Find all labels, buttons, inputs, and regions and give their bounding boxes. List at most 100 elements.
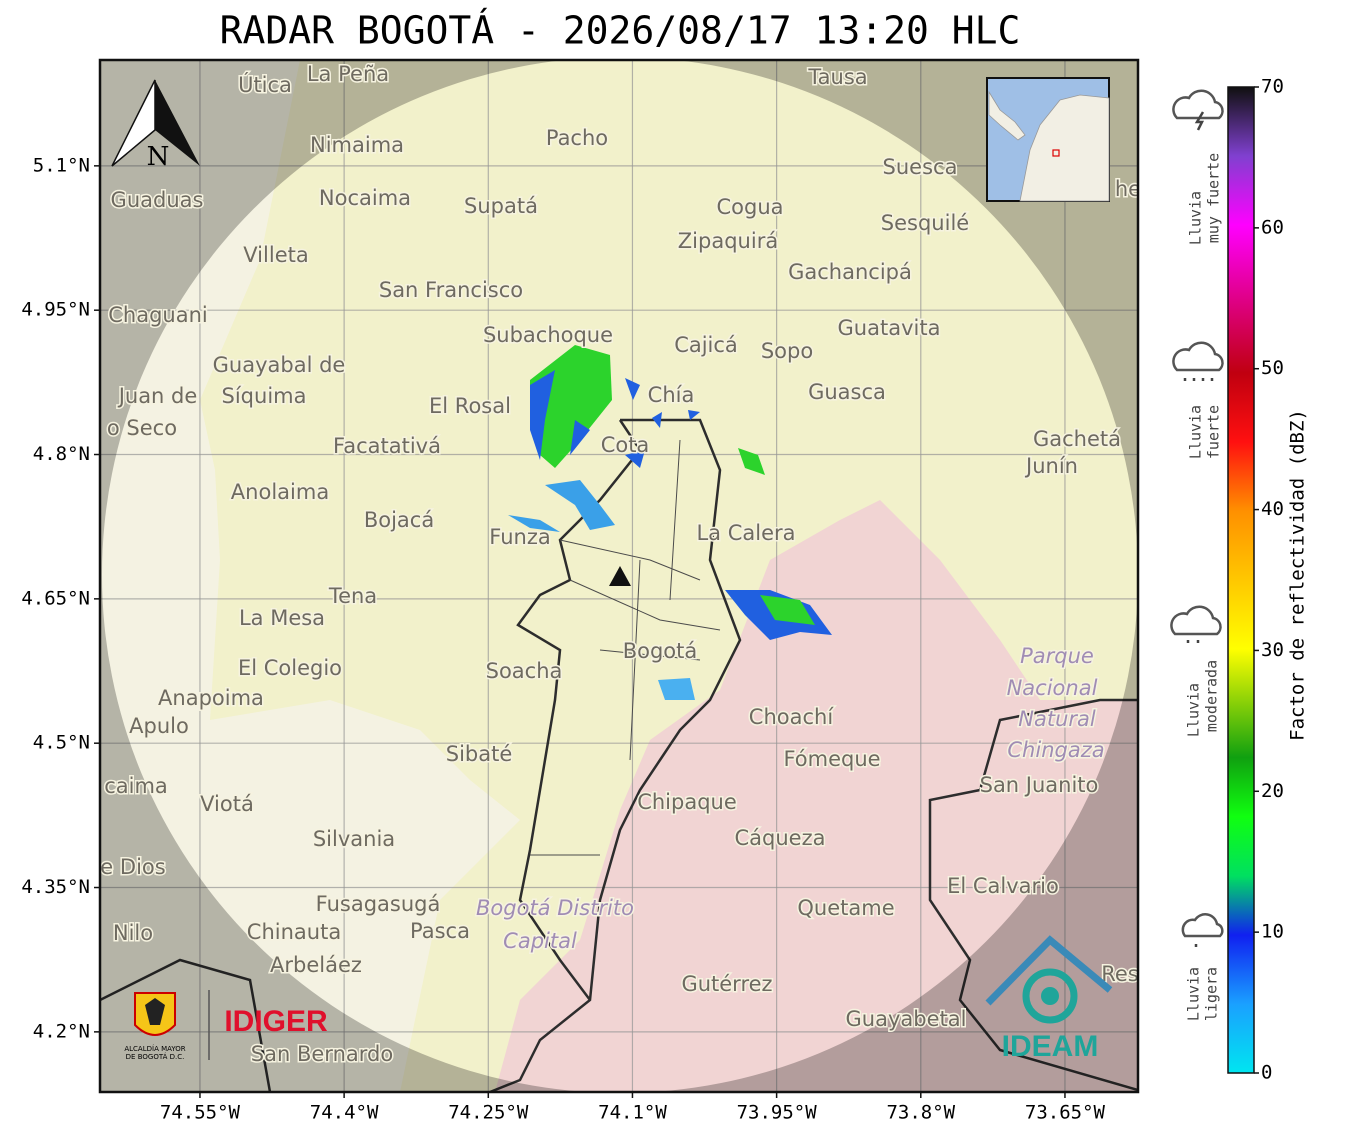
place-label: Guayabal de [213,353,346,377]
y-tick-label: 4.65°N [21,587,90,609]
place-label: caima [104,774,168,798]
place-label: Bogotá Distrito [476,896,634,920]
place-label: Chía [648,383,695,407]
place-label: Capital [503,929,577,953]
municipal-boundary [100,698,1138,1092]
place-label: Guaduas [111,188,204,212]
place-label: Pasca [410,919,470,943]
place-label: Gachetá [1033,427,1121,451]
place-label: Cáqueza [735,826,826,850]
place-label: Juan de [117,384,198,408]
place-label: Pacho [546,126,608,150]
legend-icon [1172,89,1224,120]
radar-echoes [508,345,832,700]
place-label: Tausa [807,65,867,89]
place-label: Chinauta [247,920,341,944]
legend-icon [1181,913,1224,938]
place-label: Anolaima [231,480,329,504]
logo-eagle [145,998,165,1025]
place-label: Guasca [808,380,886,404]
place-label: Nocaima [319,186,411,210]
colorbar-tick-label: 50 [1261,357,1284,379]
place-label: San Bernardo [251,1042,393,1066]
place-label: El Calvario [947,874,1059,898]
x-tick-label: 73.65°W [1025,1102,1106,1124]
legend-text: Lluvia [1185,967,1203,1021]
y-tick-label: 4.2°N [33,1020,90,1042]
place-label: Nimaima [310,133,404,157]
logo-alcaldia: ALCALDÍA MAYOR DE BOGOTÁ D.C. IDIGER [124,990,328,1061]
legend-icon [1172,341,1224,372]
lowland [100,60,520,1092]
place-label: Guatavita [838,316,941,340]
place-label: La Calera [696,521,795,545]
x-tick-label: 73.8°W [886,1102,955,1124]
place-label: La Peña [307,62,389,86]
place-label: Suesca [883,155,958,179]
place-label: Res [1101,962,1139,986]
legend-icon [1170,605,1222,636]
echo [530,370,590,460]
place-label: Gutérrez [681,972,772,996]
y-tick-label: 4.95°N [21,299,90,321]
y-tick-label: 4.8°N [33,443,90,465]
place-label: Natural [1018,707,1096,731]
place-label: Funza [489,525,550,549]
place-label: Soacha [486,659,563,683]
colorbar [1227,86,1255,1074]
grid [100,60,1138,1092]
colorbar-tick-label: 0 [1261,1062,1272,1084]
place-label: Guayabetal [846,1007,967,1031]
logo-idiger: IDIGER [224,1005,328,1038]
logo-text: DE BOGOTÁ D.C. [126,1052,185,1061]
inset-land [988,90,1110,202]
logo-ideam-text: IDEAM [1002,1030,1099,1063]
place-label: Cogua [716,195,783,219]
place-label: Arbeláez [270,953,362,977]
colorbar-label: Factor de reflectividad (dBZ) [1287,409,1309,741]
place-label: Junín [1024,454,1078,478]
place-label: Subachoque [483,323,613,347]
place-label: El Rosal [429,394,511,418]
colorbar-tick-label: 10 [1261,921,1284,943]
map-frame [98,58,1140,1094]
echo [625,378,700,468]
inset-map [986,77,1110,202]
place-label: Fusagasugá [316,892,441,916]
place-label: Parque [1020,644,1094,668]
colorbar-tick-label: 70 [1261,76,1284,98]
place-label: e Dios [100,855,165,879]
place-label: Gachancipá [788,260,912,284]
logo-eye [1041,987,1059,1005]
place-label: Útica [238,72,292,97]
place-label: Facatativá [333,434,441,458]
radar-site [609,566,631,586]
place-label: Chipaque [637,790,737,814]
y-tick-label: 5.1°N [33,154,90,176]
y-tick-label: 4.5°N [33,732,90,754]
north-arrow-right [155,80,200,166]
place-label: Cota [601,433,650,457]
x-tick-label: 73.95°W [737,1102,818,1124]
locality-boundaries [530,439,721,856]
legend-text: muy fuerte [1205,153,1223,243]
x-tick-label: 74.25°W [448,1102,529,1124]
x-tick-label: 74.55°W [160,1102,241,1124]
place-label: El Colegio [238,656,342,680]
place-label: Cajicá [674,333,738,357]
axes: 74.55°W 74.4°W 74.25°W 74.1°W 73.95°W 73.8°W 7… [21,154,1105,1123]
legend-text: Lluvia [1187,405,1205,459]
place-label: Sesquilé [881,211,969,235]
legend: Lluvia muy fuerte Lluvia fuerte Lluvia m… [1170,89,1224,1021]
place-label: Apulo [129,714,189,738]
x-tick-label: 74.4°W [310,1102,379,1124]
place-label: he [1115,177,1141,201]
logo-text: ALCALDÍA MAYOR [124,1044,185,1053]
place-label: Viotá [200,792,254,816]
legend-text: ligera [1203,967,1221,1021]
logo-roof [985,935,1113,1006]
place-label: Bojacá [364,508,434,532]
place-label: San Juanito [980,773,1099,797]
north-label: N [147,142,170,172]
